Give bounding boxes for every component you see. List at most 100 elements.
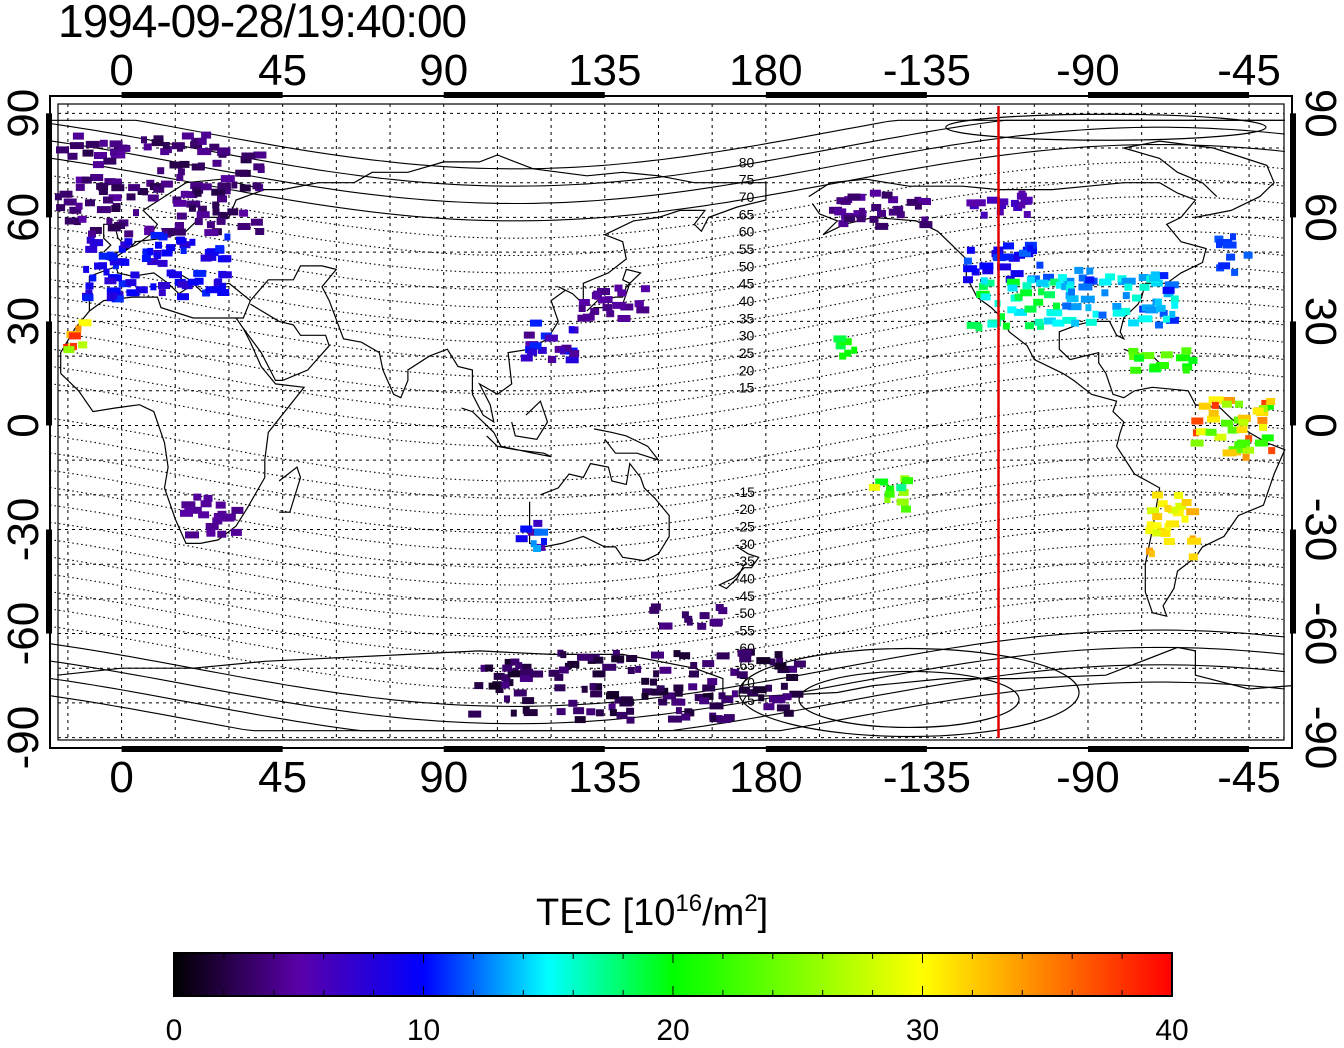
tec-point-arctic-europe <box>171 142 185 150</box>
lat-tick-label-left: 0 <box>0 413 48 437</box>
tec-point-arctic-europe <box>241 152 256 160</box>
contour-label: 80 <box>739 154 755 170</box>
tec-point-arctic-europe <box>64 217 79 225</box>
tec-point-canada <box>1020 197 1032 205</box>
tec-point-n-south-america <box>1252 407 1264 415</box>
tec-point-antarctica <box>558 666 569 674</box>
tec-point-caribbean <box>1128 347 1139 355</box>
tec-point-s-south-america <box>1186 508 1200 516</box>
tec-point-arctic-europe <box>82 149 94 157</box>
tec-point-europe <box>157 259 168 267</box>
tec-point-n-south-america <box>1237 414 1251 422</box>
tec-point-eastern-us <box>1074 266 1084 274</box>
tec-point-arctic-europe <box>157 167 165 175</box>
tec-point-europe <box>112 262 119 270</box>
tec-point-arctic-europe <box>197 148 212 156</box>
tec-point-antarctica <box>554 684 566 692</box>
tec-point-europe <box>109 258 121 266</box>
tec-point-alaska <box>869 189 881 197</box>
tec-point-antarctica <box>699 697 710 705</box>
tec-point-southern-ocean <box>681 611 689 619</box>
tec-point-arctic-europe <box>160 148 170 156</box>
tec-point-caribbean <box>1160 351 1173 359</box>
tec-point-arctic-europe <box>176 212 187 220</box>
tec-point-s-south-america <box>1157 500 1168 508</box>
tec-point-eastern-us <box>1149 274 1160 282</box>
tec-point-tahiti <box>902 477 913 485</box>
tec-point-antarctica <box>716 652 730 660</box>
tec-point-tahiti <box>901 505 911 513</box>
tec-point-southern-ocean <box>697 622 707 630</box>
tec-point-arctic-europe <box>103 196 113 204</box>
tec-point-n-south-america <box>1261 434 1274 442</box>
tec-point-south-africa <box>185 531 199 539</box>
tec-point-europe <box>109 253 118 261</box>
tec-point-canada <box>966 199 978 207</box>
tec-point-s-south-america <box>1174 491 1184 499</box>
tec-point-eastern-us <box>1121 277 1136 285</box>
tec-point-europe <box>189 238 196 246</box>
lon-tick-label-bottom: -45 <box>1217 753 1281 802</box>
tec-point-antarctica <box>737 649 752 657</box>
tec-point-arctic-europe <box>209 143 220 151</box>
lon-tick-label-top: -135 <box>883 46 971 95</box>
tec-point-antarctica <box>774 662 787 670</box>
tec-point-europe <box>117 258 128 266</box>
lon-tick-label-bottom: 180 <box>729 753 802 802</box>
tec-point-antarctica <box>739 686 748 694</box>
tec-point-s-south-america <box>1151 522 1162 530</box>
tec-point-s-south-america <box>1160 530 1171 537</box>
tec-point-s-south-america <box>1175 502 1187 510</box>
contour-label: -20 <box>735 501 755 517</box>
tec-point-japan <box>590 307 600 315</box>
tec-point-west-australia <box>520 525 533 533</box>
tec-point-antarctica <box>730 668 740 676</box>
tec-point-arctic-europe <box>96 182 109 190</box>
tec-point-alaska <box>914 196 922 204</box>
tec-point-japan <box>641 285 650 293</box>
lon-band-top <box>443 92 605 98</box>
tec-point-alaska <box>877 210 886 217</box>
tec-point-antarctica <box>611 655 625 663</box>
lat-band-left <box>46 113 52 218</box>
tec-point-arctic-europe <box>143 143 152 151</box>
tec-point-alaska <box>918 198 931 205</box>
contour-label: 50 <box>739 258 755 274</box>
tec-point-n-south-america <box>1254 439 1268 447</box>
tec-point-europe <box>166 244 176 252</box>
tec-point-western-us <box>980 293 991 301</box>
tec-point-antarctica <box>612 649 620 657</box>
tec-point-antarctica <box>641 677 650 685</box>
lat-tick-label-left: 30 <box>0 297 48 346</box>
tec-point-japan <box>636 306 650 314</box>
tec-point-south-africa <box>217 510 227 518</box>
tec-point-europe <box>153 252 161 260</box>
tec-point-europe <box>158 233 168 241</box>
tec-point-eastern-us <box>1062 316 1077 324</box>
tec-point-antarctica <box>493 672 505 680</box>
tec-point-pacific-nw <box>1036 261 1044 269</box>
tec-point-arctic-europe <box>217 182 231 190</box>
tec-point-caribbean <box>1149 363 1160 371</box>
lon-tick-label-top: 45 <box>258 46 307 95</box>
coastline-new-guinea <box>593 428 661 462</box>
colorbar-tick-label: 10 <box>407 1014 440 1047</box>
tec-point-eastern-us <box>1155 272 1169 280</box>
tec-point-europe <box>141 255 151 262</box>
tec-point-antarctica <box>635 665 642 673</box>
tec-point-pacific-nw <box>966 246 975 254</box>
tec-point-west-australia <box>534 528 549 536</box>
contour-label: 45 <box>739 276 755 292</box>
lat-band-left <box>46 321 52 426</box>
lon-band-bottom <box>1087 746 1250 752</box>
tec-point-caribbean <box>1181 347 1192 355</box>
tec-point-antarctica <box>774 651 783 659</box>
tec-data-points <box>54 131 1276 724</box>
tec-point-caribbean <box>1188 356 1198 364</box>
tec-point-europe <box>194 277 204 285</box>
tec-point-eastern-us <box>1105 273 1116 281</box>
tec-point-arctic-europe <box>173 199 187 207</box>
contour-label: -55 <box>735 623 755 639</box>
tec-point-arctic-europe <box>211 188 226 196</box>
tec-point-antarctica <box>758 694 765 702</box>
